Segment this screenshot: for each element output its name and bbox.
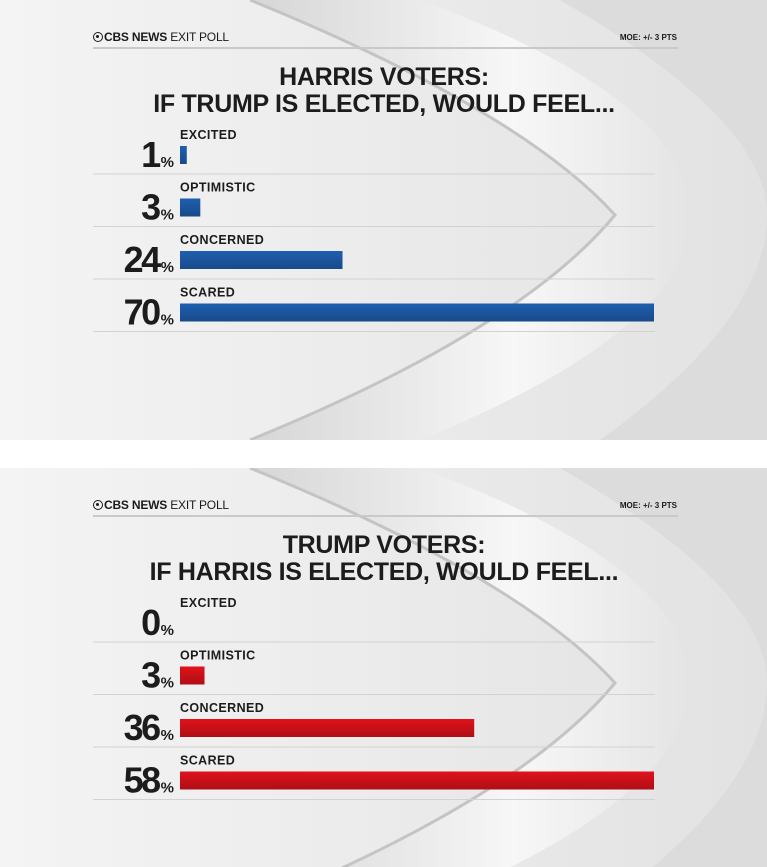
margin-of-error: MOE: +/- 3 PTS — [619, 501, 677, 510]
chart-title-line1: HARRIS VOTERS: — [279, 63, 489, 91]
chart-title: HARRIS VOTERS: IF TRUMP IS ELECTED, WOUL… — [60, 64, 708, 118]
brand-light: EXIT POLL — [170, 30, 229, 44]
category-label-excited: EXCITED — [180, 596, 237, 610]
category-label-excited: EXCITED — [180, 128, 237, 142]
bar-excited — [180, 146, 187, 164]
bar-scared — [180, 303, 654, 322]
bar-optimistic — [180, 666, 205, 685]
brand-bold: CBS NEWS — [104, 498, 168, 512]
bar-chart-trump-voters: EXCITED 0 % OPTIMISTIC 3 % CONCERNED 36 % SCARED 5… — [93, 596, 655, 801]
chart-title-line2: IF TRUMP IS ELECTED, WOULD FEEL... — [153, 90, 615, 118]
chart-title: TRUMP VOTERS: IF HARRIS IS ELECTED, WOUL… — [60, 532, 708, 586]
value-label-scared: 58% — [124, 760, 174, 801]
bar-scared — [180, 771, 654, 790]
cbs-news-exit-poll-logo: CBS NEWS EXIT POLL — [93, 498, 229, 512]
value-label-excited: 1% — [141, 134, 174, 175]
brand-bold: CBS NEWS — [104, 30, 168, 44]
category-label-concerned: CONCERNED — [180, 701, 264, 715]
value-label-concerned: 24% — [124, 239, 174, 280]
category-label-scared: SCARED — [180, 286, 235, 300]
category-label-optimistic: OPTIMISTIC — [180, 181, 256, 195]
bar-concerned — [180, 719, 475, 737]
header-divider — [93, 47, 678, 49]
chart-panel-trump-voters: CBS NEWS EXIT POLL MOE: +/- 3 PTS TRUMP … — [0, 468, 767, 867]
bar-optimistic — [180, 198, 201, 217]
chart-title-line1: TRUMP VOTERS: — [282, 531, 486, 559]
chart-panel-harris-voters: CBS NEWS EXIT POLL MOE: +/- 3 PTS HARRIS… — [0, 0, 767, 440]
value-label-concerned: 36% — [124, 707, 174, 748]
bar-chart-harris-voters: EXCITED 1 % OPTIMISTIC 3 % CONCERNED 24 % SCARED 7… — [93, 128, 655, 333]
value-label-excited: 0% — [141, 602, 174, 643]
category-label-concerned: CONCERNED — [180, 233, 264, 247]
chart-title-line2: IF HARRIS IS ELECTED, WOULD FEEL... — [149, 558, 619, 586]
value-label-optimistic: 3% — [141, 187, 174, 228]
value-label-optimistic: 3% — [141, 655, 174, 696]
bar-concerned — [180, 251, 343, 269]
cbs-eye-icon — [93, 500, 103, 510]
category-label-scared: SCARED — [180, 754, 235, 768]
background-swoosh — [0, 0, 767, 440]
cbs-eye-icon — [93, 32, 103, 42]
brand-light: EXIT POLL — [170, 498, 229, 512]
margin-of-error: MOE: +/- 3 PTS — [619, 33, 677, 42]
header-divider — [93, 515, 678, 517]
value-label-scared: 70% — [124, 292, 174, 333]
background-swoosh — [0, 468, 767, 867]
category-label-optimistic: OPTIMISTIC — [180, 649, 256, 663]
cbs-news-exit-poll-logo: CBS NEWS EXIT POLL — [93, 30, 229, 44]
